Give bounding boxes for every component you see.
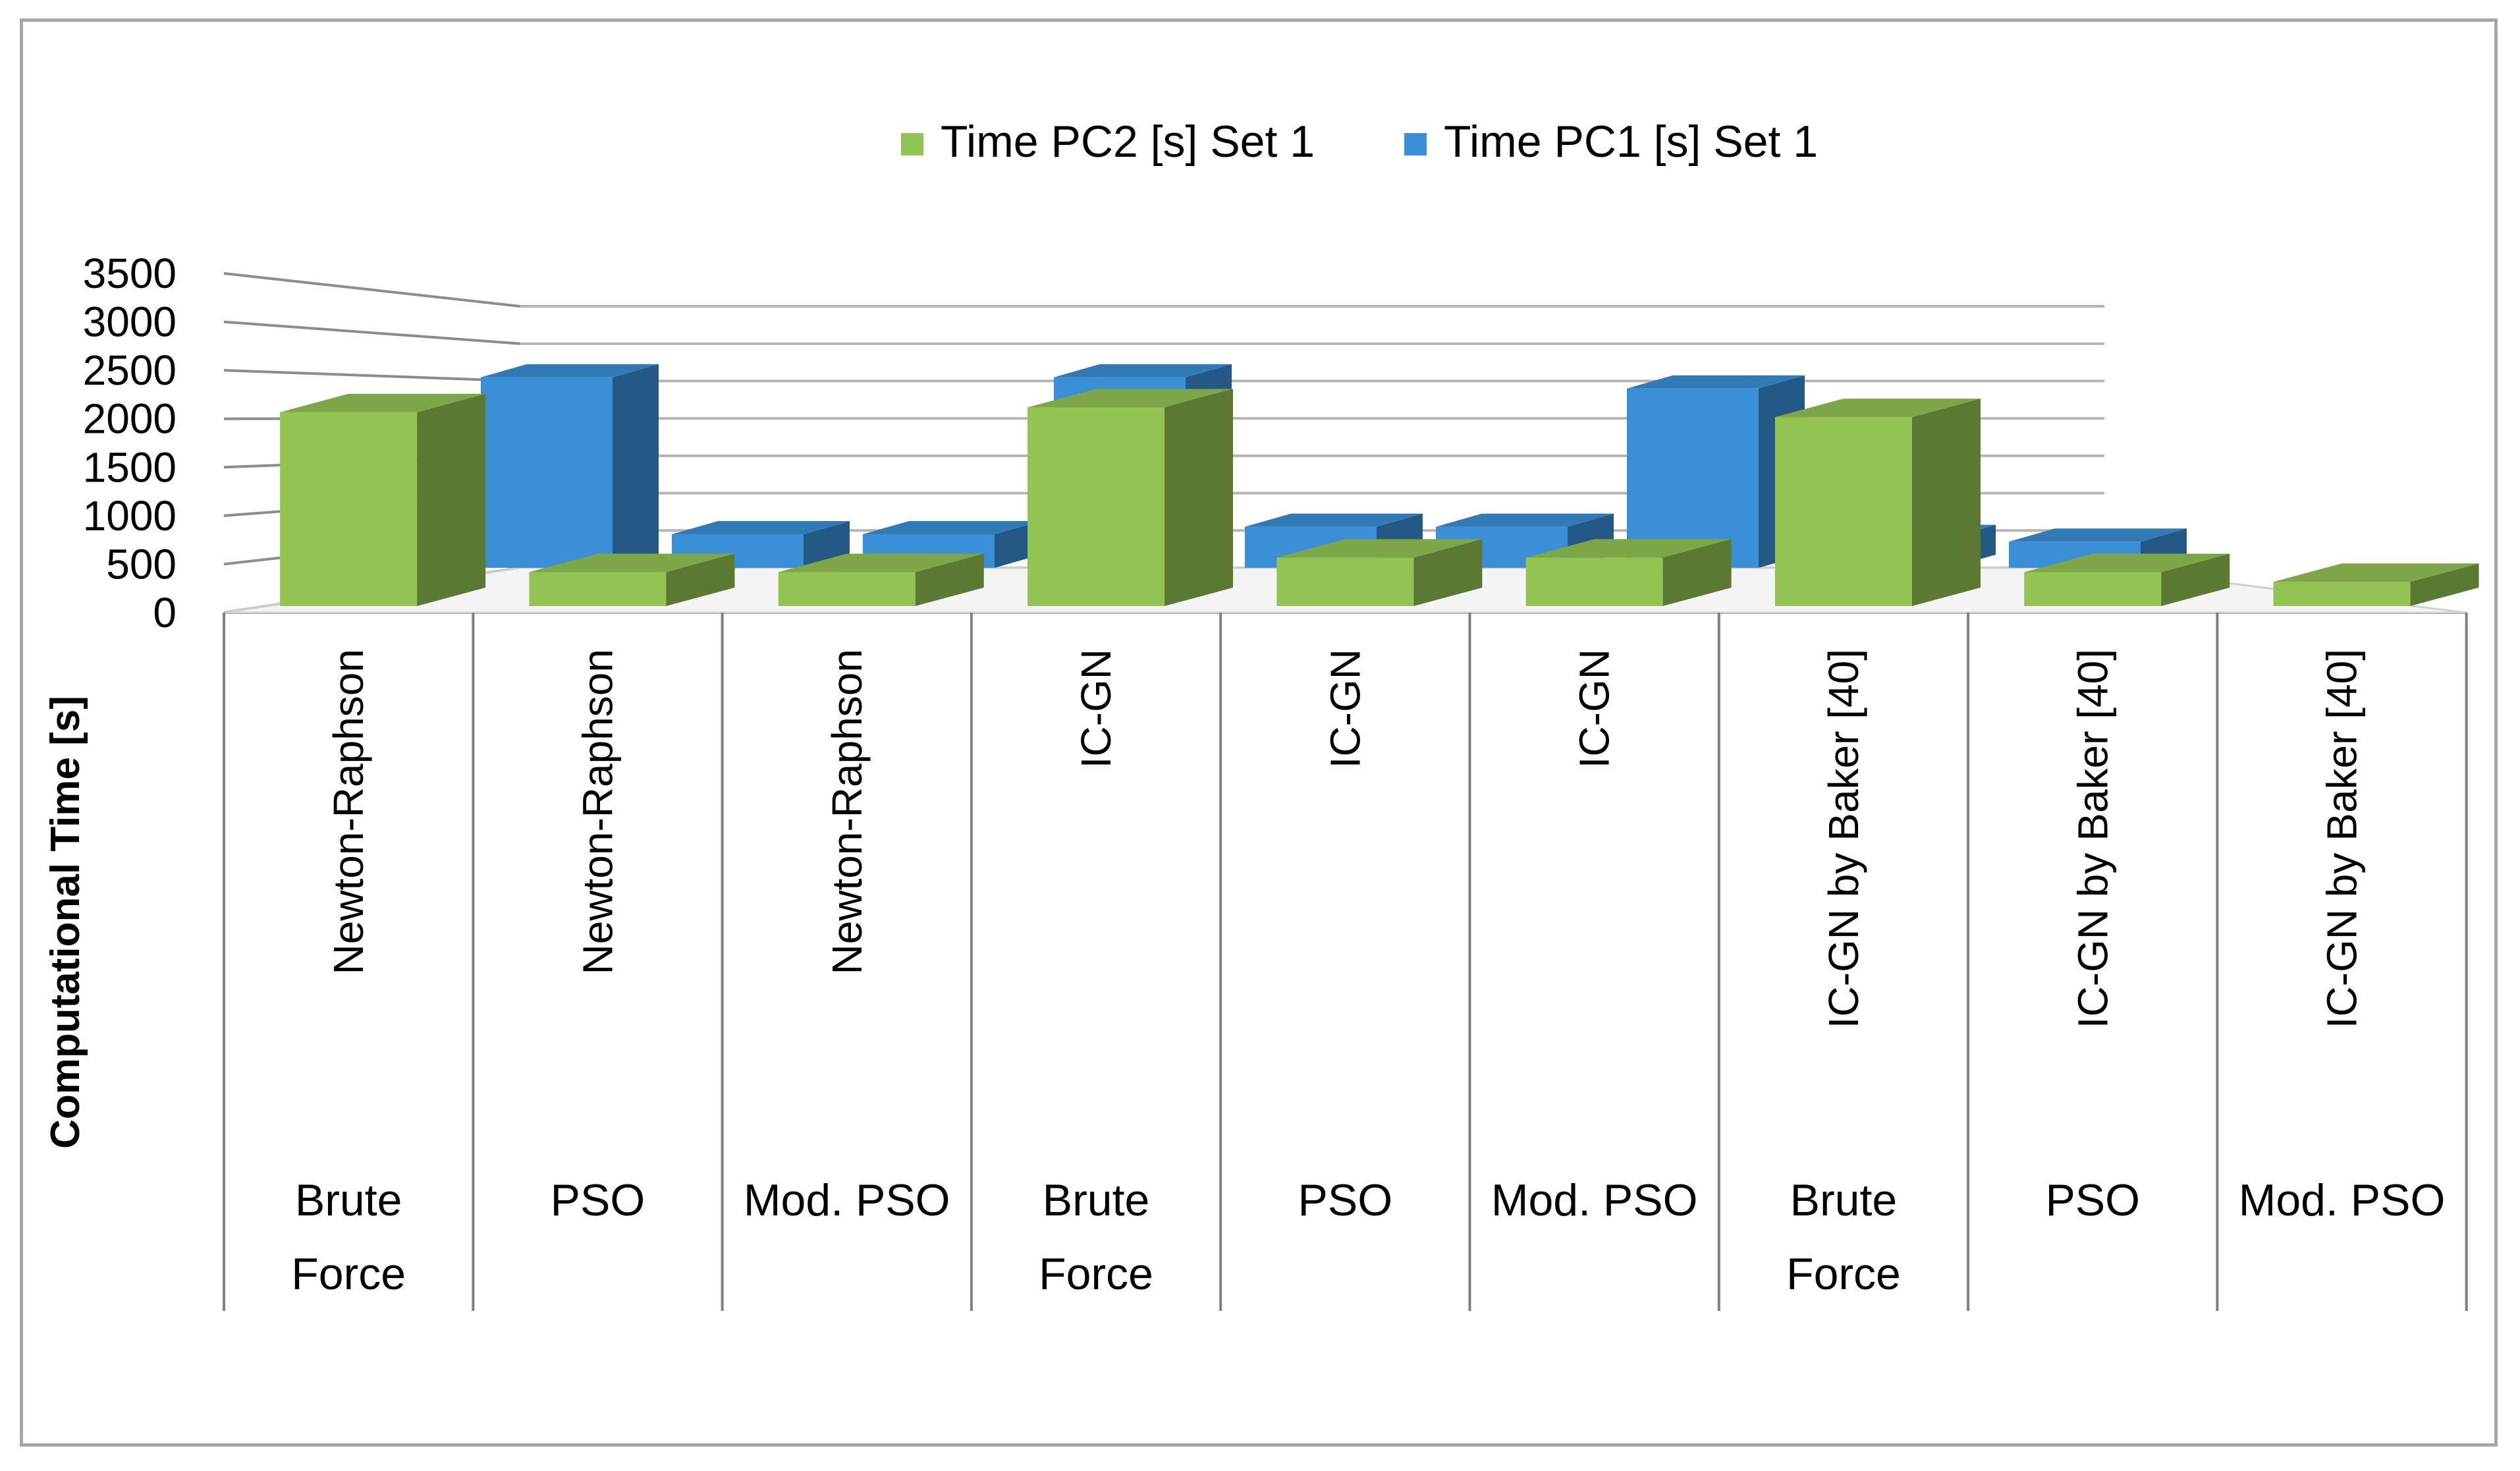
pc1-bar-top — [1245, 513, 1423, 527]
pc1-bar-top — [863, 520, 1041, 534]
y-axis-title: Computational Time [s] — [43, 696, 88, 1149]
init-label: Brute — [295, 1175, 402, 1225]
pc2-bar-side — [915, 553, 984, 606]
pc2-bar-side — [417, 393, 486, 606]
init-label: Mod. PSO — [1491, 1175, 1698, 1225]
pc2-bar-top — [529, 553, 735, 572]
init-label: PSO — [551, 1175, 645, 1225]
init-label: Mod. PSO — [2239, 1175, 2446, 1225]
pc2-bar-side — [666, 553, 735, 606]
init-label: Brute — [1043, 1175, 1150, 1225]
pc2-bar-front — [1774, 417, 1912, 606]
pc2-bar-front — [2273, 582, 2411, 606]
y-tick-label: 3500 — [83, 250, 177, 297]
pc2-bar-front — [529, 572, 667, 606]
pc2-bar — [2273, 563, 2479, 606]
pc2-bar-front — [280, 412, 418, 606]
method-label: Newton-Raphson — [325, 649, 372, 975]
pc2-bar — [1276, 539, 1483, 606]
method-label: Newton-Raphson — [574, 649, 621, 975]
method-label: IC-GN by Baker [40] — [1820, 649, 1867, 1028]
legend-label-pc2: Time PC2 [s] Set 1 — [941, 117, 1315, 167]
pc2-bar-top — [778, 553, 984, 572]
pc2-bar-front — [1525, 557, 1663, 606]
y-tick-label: 500 — [106, 540, 177, 588]
init-label: Force — [1039, 1249, 1153, 1299]
pc1-bar — [481, 364, 659, 568]
pc1-bar-front — [481, 377, 613, 568]
pc2-bar — [2024, 553, 2230, 606]
method-label: IC-GN by Baker [40] — [2318, 649, 2366, 1028]
y-tick-label: 1500 — [83, 443, 177, 491]
gridline-side — [223, 272, 521, 308]
pc1-bar-top — [1054, 364, 1232, 377]
pc2-bar-side — [1164, 389, 1234, 606]
method-label: IC-GN — [1321, 649, 1369, 768]
init-label: Force — [1786, 1249, 1901, 1299]
pc2-bar-side — [1413, 539, 1483, 606]
gridline-side — [223, 369, 521, 383]
pc2-bar-top — [1027, 389, 1234, 408]
init-label: Mod. PSO — [744, 1175, 950, 1225]
pc2-bar-front — [1276, 557, 1414, 606]
pc1-bar-top — [2009, 528, 2187, 542]
legend-swatch-pc2 — [901, 133, 923, 155]
legend: Time PC2 [s] Set 1 Time PC1 [s] Set 1 — [901, 117, 1818, 167]
pc2-bar — [1525, 539, 1732, 606]
pc1-bar-top — [481, 364, 659, 377]
method-label: IC-GN — [1072, 649, 1120, 768]
pc2-bar-top — [2273, 563, 2479, 582]
category-table: Newton-Raphson Brute Force Newton-Raphson PS… — [223, 613, 2468, 1311]
method-label: IC-GN by Baker [40] — [2069, 649, 2116, 1028]
pc2-bar-side — [1911, 399, 1981, 606]
pc2-bar — [778, 553, 984, 606]
init-label: Force — [291, 1249, 406, 1299]
pc2-bars — [280, 389, 2479, 606]
pc1-bar-top — [1436, 513, 1614, 527]
pc2-bar-front — [2024, 572, 2162, 606]
pc1-bar-front — [1627, 388, 1759, 568]
pc2-bar-top — [1276, 539, 1483, 558]
pc2-bar — [1774, 399, 1981, 606]
pc2-bar-front — [1027, 407, 1165, 606]
pc2-bar-top — [1525, 539, 1732, 558]
pc2-bar-side — [1662, 539, 1732, 606]
pc2-bar-top — [280, 393, 486, 412]
pc2-bar-top — [1774, 399, 1981, 418]
pc2-bar — [529, 553, 735, 606]
pc1-bar — [1627, 375, 1805, 568]
pc2-bar — [280, 393, 486, 606]
y-tick-label: 3000 — [83, 298, 177, 346]
method-label: IC-GN — [1571, 649, 1618, 768]
y-tick-label: 0 — [153, 589, 177, 636]
gridline-side — [223, 320, 521, 345]
pc1-bar-side — [613, 364, 659, 568]
y-tick-label: 2000 — [83, 395, 177, 443]
init-label: Brute — [1790, 1175, 1898, 1225]
legend-swatch-pc1 — [1404, 133, 1427, 155]
pc2-bar-side — [2410, 563, 2479, 606]
method-label: Newton-Raphson — [823, 649, 871, 975]
pc2-bar — [1027, 389, 1234, 606]
legend-label-pc1: Time PC1 [s] Set 1 — [1444, 117, 1818, 167]
init-label: PSO — [2045, 1175, 2140, 1225]
pc2-bar-front — [778, 572, 916, 606]
pc1-bar-top — [672, 520, 850, 534]
chart-frame — [20, 18, 2498, 1447]
init-label: PSO — [1298, 1175, 1393, 1225]
y-tick-label: 1000 — [83, 492, 177, 540]
pc2-bar-side — [2161, 553, 2230, 606]
pc2-bar-top — [2024, 553, 2230, 572]
y-tick-label: 2500 — [83, 347, 177, 394]
pc1-bar-top — [1627, 375, 1805, 389]
